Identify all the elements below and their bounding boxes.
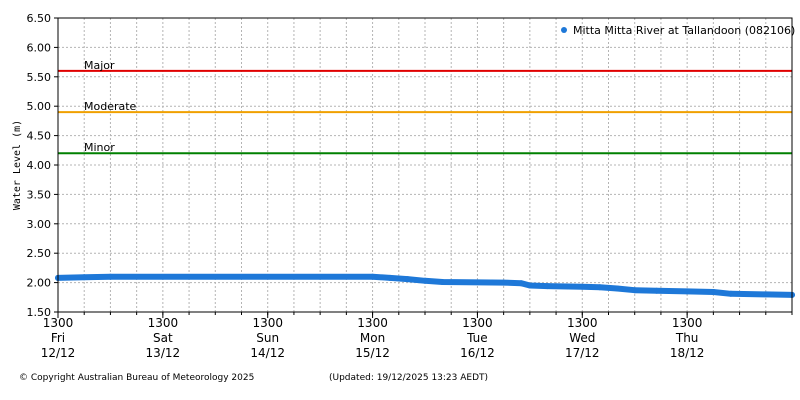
x-tick-date-label: 13/12 xyxy=(146,346,181,360)
threshold-label: Moderate xyxy=(84,100,137,113)
x-tick-day-label: Sun xyxy=(256,331,279,345)
series-point xyxy=(544,283,551,290)
grid-layer xyxy=(57,17,793,313)
y-tick-label: 6.00 xyxy=(27,41,52,54)
threshold-label: Minor xyxy=(84,141,115,154)
series-point xyxy=(439,279,446,285)
y-tick-label: 6.50 xyxy=(27,12,52,25)
legend-label: Mitta Mitta River at Tallandoon (082106) xyxy=(573,24,795,37)
series-point xyxy=(727,290,734,297)
series-layer xyxy=(55,273,795,298)
x-tick-date-label: 18/12 xyxy=(670,346,705,360)
threshold-layer: Major Moderate Minor xyxy=(58,59,792,155)
legend-marker xyxy=(561,27,567,33)
series-point xyxy=(387,274,393,281)
x-tick-time-label: 1300 xyxy=(672,316,703,330)
x-tick-day-label: Sat xyxy=(153,331,173,345)
series-point xyxy=(526,282,533,289)
series-point xyxy=(614,285,621,292)
x-tick-time-label: 1300 xyxy=(462,316,493,330)
series-point xyxy=(579,283,586,290)
series-point xyxy=(631,287,638,294)
series-point xyxy=(596,284,603,291)
y-tick-label: 3.00 xyxy=(27,218,52,231)
y-tick-label: 2.50 xyxy=(27,247,52,260)
plot-frame xyxy=(57,17,793,313)
x-tick-time-label: 1300 xyxy=(252,316,283,330)
x-tick-time-label: 1300 xyxy=(43,316,74,330)
series-point xyxy=(107,273,114,280)
x-tick-day-label: Mon xyxy=(360,331,385,345)
x-tick-date-label: 16/12 xyxy=(460,346,495,360)
legend-layer: Mitta Mitta River at Tallandoon (082106) xyxy=(561,24,795,37)
x-tick-time-label: 1300 xyxy=(567,316,598,330)
y-tick-label: 3.50 xyxy=(27,188,52,201)
x-tick-day-label: Wed xyxy=(569,331,595,345)
series-point xyxy=(404,276,411,283)
x-tick-time-label: 1300 xyxy=(357,316,388,330)
series-point xyxy=(762,291,769,298)
x-tick-day-label: Thu xyxy=(675,331,699,345)
series-point xyxy=(710,289,717,295)
y-tick-label: 4.00 xyxy=(27,159,52,172)
series-point xyxy=(684,288,691,295)
x-tick-time-label: 1300 xyxy=(148,316,179,330)
x-tick-day-label: Fri xyxy=(51,331,65,345)
copyright-text: © Copyright Australian Bureau of Meteoro… xyxy=(19,373,255,383)
x-tick-date-label: 17/12 xyxy=(565,346,600,360)
x-tick-date-label: 15/12 xyxy=(355,346,390,360)
y-tick-label: 5.50 xyxy=(27,71,52,84)
x-tick-date-label: 12/12 xyxy=(41,346,76,360)
axes-layer: 1.50 2.00 2.50 3.00 3.50 4.00 4.50 5.00 5.50 6.00… xyxy=(12,12,793,360)
series-point xyxy=(500,279,507,286)
series-point xyxy=(653,287,660,294)
series-point xyxy=(369,273,376,280)
x-tick-day-label: Tue xyxy=(466,331,488,345)
y-tick-label: 1.50 xyxy=(27,306,52,319)
series-point xyxy=(518,280,525,287)
y-axis-label: Water Level (m) xyxy=(12,120,23,210)
threshold-label: Major xyxy=(84,59,115,72)
series-point xyxy=(81,274,88,281)
y-tick-label: 2.00 xyxy=(27,277,52,290)
y-tick-label: 5.00 xyxy=(27,100,52,113)
y-tick-label: 4.50 xyxy=(27,130,52,143)
updated-timestamp: (Updated: 19/12/2025 13:23 AEDT) xyxy=(329,373,489,383)
x-tick-date-label: 14/12 xyxy=(250,346,285,360)
series-point xyxy=(422,277,428,284)
series-line xyxy=(55,273,795,298)
